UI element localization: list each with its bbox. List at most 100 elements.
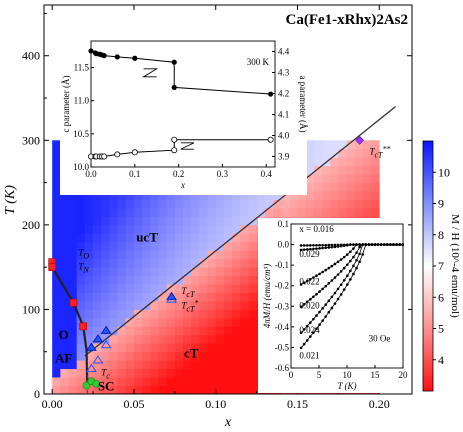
y-tick-label: 100 xyxy=(22,302,40,316)
inset-mag-x-tick-label: 20 xyxy=(399,370,409,380)
heatmap-cell xyxy=(125,377,135,386)
heatmap-cell xyxy=(60,351,69,361)
heatmap-cell xyxy=(60,334,69,344)
heatmap-cell xyxy=(223,317,233,327)
heatmap-cell xyxy=(101,191,110,200)
to-label: TO xyxy=(78,247,89,260)
heatmap-cell xyxy=(371,140,380,150)
heatmap-cell xyxy=(232,216,241,226)
heatmap-cell xyxy=(52,275,61,285)
heatmap-cell xyxy=(101,351,110,361)
heatmap-cell xyxy=(199,224,208,234)
inset-mag-point xyxy=(315,314,318,317)
inset-mag-point xyxy=(352,247,355,250)
heatmap-cell xyxy=(150,233,159,243)
heatmap-cell xyxy=(256,199,266,209)
heatmap-cell xyxy=(76,216,86,226)
heatmap-cell xyxy=(158,334,168,344)
heatmap-cell xyxy=(109,191,118,200)
heatmap-cell xyxy=(223,258,233,268)
heatmap-cell xyxy=(125,267,135,277)
heatmap-cell xyxy=(313,148,323,158)
heatmap-cell xyxy=(76,292,86,302)
heatmap-cell xyxy=(93,275,102,285)
heatmap-cell xyxy=(150,258,159,268)
inset-mag-point xyxy=(342,288,346,291)
heatmap-cell xyxy=(60,275,69,285)
heatmap-cell xyxy=(93,317,102,327)
heatmap-cell xyxy=(109,385,118,394)
heatmap-cell xyxy=(174,292,184,302)
heatmap-cell xyxy=(199,351,208,361)
heatmap-cell xyxy=(117,377,127,386)
heatmap-cell xyxy=(158,258,168,268)
heatmap-cell xyxy=(207,309,217,319)
heatmap-cell xyxy=(158,360,168,370)
tct-marker xyxy=(92,334,104,343)
heatmap-cell xyxy=(133,292,143,302)
heatmap-cell xyxy=(133,241,143,251)
heatmap-cell xyxy=(174,224,184,234)
heatmap-cell xyxy=(93,385,102,394)
heatmap-cell xyxy=(297,191,307,200)
inset-mag-point xyxy=(349,278,352,281)
heatmap-cell xyxy=(93,292,102,302)
tct-warm-marker xyxy=(166,294,177,303)
heatmap-cell xyxy=(362,207,372,217)
heatmap-cell xyxy=(158,300,168,310)
heatmap-cell xyxy=(183,241,192,251)
heatmap-cell xyxy=(125,258,135,268)
heatmap-cell xyxy=(191,377,200,386)
tct-label: TcT xyxy=(181,286,195,299)
inset-mag-point xyxy=(315,327,318,331)
heatmap-cell xyxy=(76,300,86,310)
heatmap-cell xyxy=(109,317,118,327)
heatmap-cell xyxy=(362,182,372,192)
chart-title: Ca(Fe1-xRhx)2As2 xyxy=(286,12,408,28)
heatmap-cell xyxy=(101,224,110,234)
x-tick-label: 0.10 xyxy=(205,397,226,411)
heatmap-cell xyxy=(174,368,184,378)
heatmap-cell xyxy=(133,267,143,277)
tn-marker xyxy=(79,322,88,331)
heatmap-cell xyxy=(166,377,176,386)
heatmap-cell xyxy=(346,148,356,158)
y-tick-label: 400 xyxy=(22,49,40,63)
heatmap-cell xyxy=(68,377,78,386)
heatmap-cell xyxy=(52,148,61,158)
heatmap-cell xyxy=(330,207,339,217)
heatmap-cell xyxy=(150,334,159,344)
heatmap-cell xyxy=(68,317,78,327)
heatmap-cell xyxy=(158,326,168,336)
heatmap-cell xyxy=(52,334,61,344)
heatmap-cell xyxy=(125,360,135,370)
heatmap-cell xyxy=(68,267,78,277)
heatmap-cell xyxy=(240,250,249,260)
heatmap-cell xyxy=(68,334,78,344)
phase-label-ct: cT xyxy=(184,345,199,360)
inset-mag-point xyxy=(386,243,389,246)
heatmap-cell xyxy=(52,157,61,167)
heatmap-cell xyxy=(371,207,380,217)
phase-labels: ucT cT O AF SC xyxy=(55,230,199,394)
inset-lattice-parameters: 0.0 0.1 0.2 0.3 0.4 10.0 10.5 11.0 11.5 3.9 4.0 4.1… xyxy=(60,37,308,195)
heatmap-cell xyxy=(199,309,208,319)
heatmap-cell xyxy=(109,199,118,209)
inset-a-tick-label: 4.3 xyxy=(278,68,290,78)
heatmap-cell xyxy=(174,326,184,336)
heatmap-cell xyxy=(183,207,192,217)
inset-mag-point xyxy=(315,274,318,278)
heatmap-cell xyxy=(248,317,258,327)
heatmap-cell xyxy=(240,326,249,336)
heatmap-cell xyxy=(272,207,282,217)
heatmap-cell xyxy=(330,174,339,183)
heatmap-cell xyxy=(142,207,151,217)
heatmap-cell xyxy=(133,216,143,226)
heatmap-cell xyxy=(199,292,208,302)
inset-x-tick-label: 0.4 xyxy=(261,169,273,179)
inset-mag-point xyxy=(327,243,331,247)
heatmap-cell xyxy=(223,377,233,386)
heatmap-cell xyxy=(191,284,200,293)
heatmap-cell xyxy=(117,267,127,277)
heatmap-cell xyxy=(84,224,94,234)
